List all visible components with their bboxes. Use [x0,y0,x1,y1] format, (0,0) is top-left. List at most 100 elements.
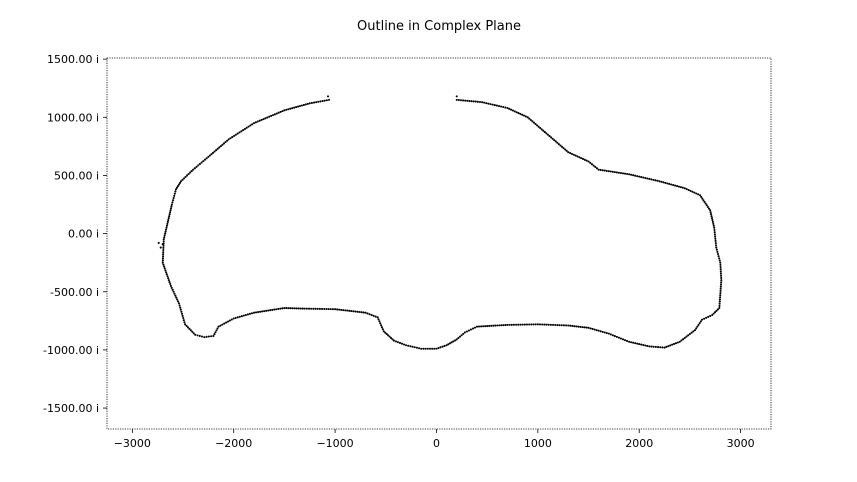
data-point [191,330,194,333]
data-point [708,207,711,210]
data-point [208,154,211,157]
data-point [601,169,604,172]
data-point [450,341,453,344]
data-point [300,104,304,107]
data-point [171,201,174,204]
data-point [589,327,592,330]
data-point [607,332,610,335]
data-point [543,323,546,326]
y-tick-label: 1500.00 i [47,53,99,66]
data-point [273,308,276,311]
data-point [362,311,365,314]
data-point [480,325,483,328]
data-point [471,327,475,330]
data-point [233,134,236,137]
data-point [338,308,341,311]
data-point [285,307,288,310]
data-point [502,324,505,327]
data-point [676,341,679,344]
data-point [719,283,723,286]
data-point [392,339,395,342]
data-point [334,308,337,311]
data-point [523,323,526,326]
data-point [679,186,682,189]
data-point [673,342,676,346]
x-axis: −3000 −2000 −1000 0 1000 2000 3000 [114,429,755,450]
data-point [597,329,600,332]
data-point [226,320,230,323]
data-point [321,99,324,103]
data-point [542,129,545,132]
data-point [570,152,573,155]
data-point [223,322,226,325]
data-point [173,194,176,197]
data-point [564,148,567,151]
data-point [165,226,168,229]
x-tick-label: 3000 [727,437,755,450]
data-point [565,324,568,327]
data-point [224,141,227,144]
data-point [585,326,588,329]
data-point [174,294,177,297]
data-point [468,99,471,103]
data-point [703,200,706,203]
data-point [216,147,219,150]
data-point [285,108,288,111]
data-point [661,346,664,349]
data-point [587,326,590,329]
data-point [162,248,165,252]
data-point [716,253,720,256]
data-point [719,294,722,297]
x-tick-label: −1000 [316,437,353,450]
data-point [636,175,639,178]
data-point [718,304,721,307]
data-point [556,324,559,327]
data-point [534,122,537,126]
data-point [170,205,173,208]
data-point [589,161,592,164]
data-point [462,332,465,335]
data-point [163,236,166,239]
data-point [168,215,171,218]
data-point [519,323,522,326]
data-point [498,324,501,327]
data-point [473,326,477,329]
data-point [710,217,714,220]
data-point [177,302,181,305]
data-point [500,105,503,108]
data-point [487,102,490,105]
data-point [225,321,228,324]
data-point [165,273,168,276]
data-point [510,323,513,326]
data-point [163,265,166,268]
data-point [540,128,543,131]
data-point [704,202,707,205]
data-point [464,99,467,102]
data-point [187,172,190,176]
data-point [609,333,612,336]
data-point [231,136,234,139]
data-point [702,199,705,202]
data-point [662,181,665,184]
data-point [230,318,233,321]
data-point [250,312,254,315]
data-point [601,330,604,333]
data-point [719,289,722,292]
x-tick-label: 1000 [524,437,552,450]
data-point [693,191,696,194]
data-point [398,341,402,344]
data-point [556,141,559,144]
data-point [674,184,677,187]
data-point [597,168,600,171]
data-point [719,270,722,273]
data-point [560,324,563,327]
data-point [574,154,577,157]
data-point [302,103,305,107]
data-point [630,173,633,176]
data-point [264,117,267,120]
data-point [460,334,463,337]
data-point [258,119,261,122]
data-point [447,343,450,346]
data-point [476,100,479,103]
